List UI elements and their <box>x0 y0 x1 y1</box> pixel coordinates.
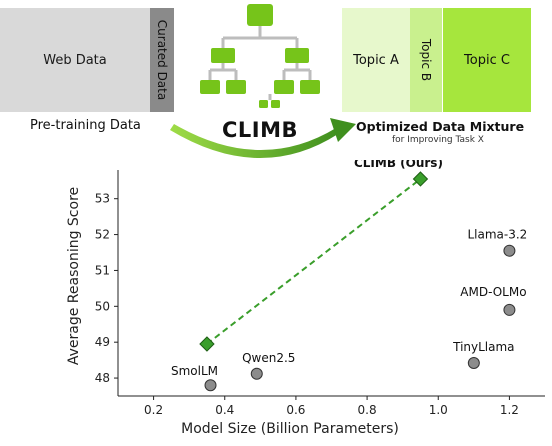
y-tick-label: 51 <box>95 263 110 277</box>
topic-b-block: Topic B <box>410 8 442 112</box>
climb-point <box>412 171 429 187</box>
method-title: CLIMB <box>221 118 298 142</box>
x-tick-label: 0.2 <box>144 403 163 417</box>
climb-trend-line <box>206 178 422 345</box>
x-axis-label: Model Size (Billion Parameters) <box>181 421 399 437</box>
topic-c-label: Topic C <box>464 52 510 68</box>
point-label: Llama-3.2 <box>467 228 527 242</box>
x-tick-label: 0.4 <box>215 403 234 417</box>
arrow-icon <box>170 118 356 159</box>
y-tick-label: 49 <box>95 335 110 349</box>
point-label: CLIMB (Ours) <box>354 160 443 170</box>
x-tick-label: 0.8 <box>358 403 377 417</box>
point-label: AMD-OLMo <box>460 285 526 299</box>
tree-icon <box>200 4 320 108</box>
point-label: SmolLM <box>171 364 218 378</box>
y-tick-label: 50 <box>95 299 110 313</box>
point-label: Qwen2.5 <box>242 351 295 365</box>
y-tick-label: 53 <box>95 192 110 206</box>
point-label: TinyLlama <box>452 340 514 354</box>
curated-data-block: Curated Data <box>150 8 174 112</box>
baseline-point <box>250 367 263 380</box>
mixture-subtitle: for Improving Task X <box>392 135 484 145</box>
topic-c-block: Topic C <box>443 8 531 112</box>
baseline-point <box>503 303 516 316</box>
topic-b-label: Topic B <box>419 38 433 82</box>
web-data-label: Web Data <box>43 52 107 68</box>
topic-a-label: Topic A <box>353 52 399 68</box>
baseline-point <box>467 356 480 369</box>
y-tick-label: 52 <box>95 228 110 242</box>
chart-ticks: 0.2 0.4 0.6 0.8 1.0 1.2 48 49 50 51 52 53 <box>95 192 519 417</box>
baseline-point <box>204 379 217 392</box>
x-tick-label: 1.0 <box>429 403 448 417</box>
y-axis-label: Average Reasoning Score <box>66 187 82 365</box>
x-tick-label: 0.6 <box>286 403 305 417</box>
web-data-block: Web Data <box>0 8 150 112</box>
climb-point <box>199 336 215 352</box>
mixture-title: Optimized Data Mixture <box>356 119 525 134</box>
x-tick-label: 1.2 <box>500 403 519 417</box>
scatter-chart: 0.2 0.4 0.6 0.8 1.0 1.2 48 49 50 51 52 53 SmolLM Qwe… <box>66 160 545 437</box>
baseline-point <box>503 244 516 257</box>
topic-a-block: Topic A <box>342 8 410 112</box>
chart-marks: SmolLM Qwen2.5 TinyLlama AMD-OLMo Llama-3.2 C… <box>171 160 527 392</box>
chart-axes <box>117 170 545 397</box>
y-tick-label: 48 <box>95 371 110 385</box>
climb-diagram <box>170 4 356 159</box>
pretraining-data-label: Pre-training Data <box>30 118 141 133</box>
